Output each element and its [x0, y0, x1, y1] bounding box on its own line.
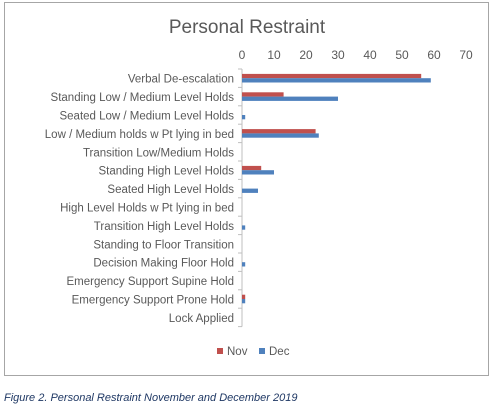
bar-dec	[242, 96, 338, 101]
bar-nov	[242, 92, 284, 97]
x-tick-label: 30	[331, 48, 345, 62]
category-label: Low / Medium holds w Pt lying in bed	[45, 129, 234, 141]
figure-caption: Figure 2. Personal Restraint November an…	[4, 392, 298, 404]
bar-dec	[242, 78, 431, 83]
bar-dec	[242, 299, 246, 304]
category-label: High Level Holds w Pt lying in bed	[60, 203, 234, 215]
category-label: Seated Low / Medium Level Holds	[59, 111, 234, 123]
bar-dec	[242, 133, 319, 138]
legend-swatch-nov	[217, 348, 223, 354]
category-label: Standing to Floor Transition	[93, 239, 234, 251]
category-label: Emergency Support Supine Hold	[67, 276, 235, 288]
x-tick-label: 10	[267, 48, 281, 62]
bar-nov	[242, 73, 422, 79]
bar-dec	[242, 225, 246, 230]
category-label: Standing Low / Medium Level Holds	[51, 92, 235, 104]
legend-label-nov: Nov	[227, 346, 248, 358]
chart-frame: Personal Restraint 0 10 20 30 40 50 60 70 Verbal …	[4, 2, 489, 376]
chart-svg: Personal Restraint 0 10 20 30 40 50 60 70 Verbal …	[45, 17, 473, 358]
bar-dec	[242, 115, 246, 120]
x-tick-label: 0	[239, 48, 246, 62]
category-label: Transition High Level Holds	[94, 221, 234, 233]
x-tick-label: 70	[459, 48, 473, 62]
bar-dec	[242, 170, 274, 175]
bar-dec	[242, 262, 246, 267]
x-tick-label: 20	[299, 48, 313, 62]
bar-nov	[242, 294, 246, 299]
category-label: Seated High Level Holds	[107, 184, 234, 196]
category-label: Lock Applied	[169, 313, 234, 325]
legend-label-dec: Dec	[269, 346, 290, 358]
category-label: Verbal De-escalation	[128, 74, 234, 86]
category-label: Emergency Support Prone Hold	[72, 295, 234, 307]
category-label: Transition Low/Medium Holds	[83, 147, 234, 159]
x-tick-label: 50	[395, 48, 409, 62]
bar-nov	[242, 165, 262, 171]
bar-nov	[242, 129, 316, 134]
legend-swatch-dec	[259, 348, 265, 354]
chart-title: Personal Restraint	[169, 17, 326, 38]
x-tick-label: 60	[427, 48, 441, 62]
bar-dec	[242, 188, 258, 193]
category-label: Decision Making Floor Hold	[93, 258, 234, 270]
category-label: Standing High Level Holds	[98, 166, 234, 178]
x-tick-label: 40	[363, 48, 377, 62]
